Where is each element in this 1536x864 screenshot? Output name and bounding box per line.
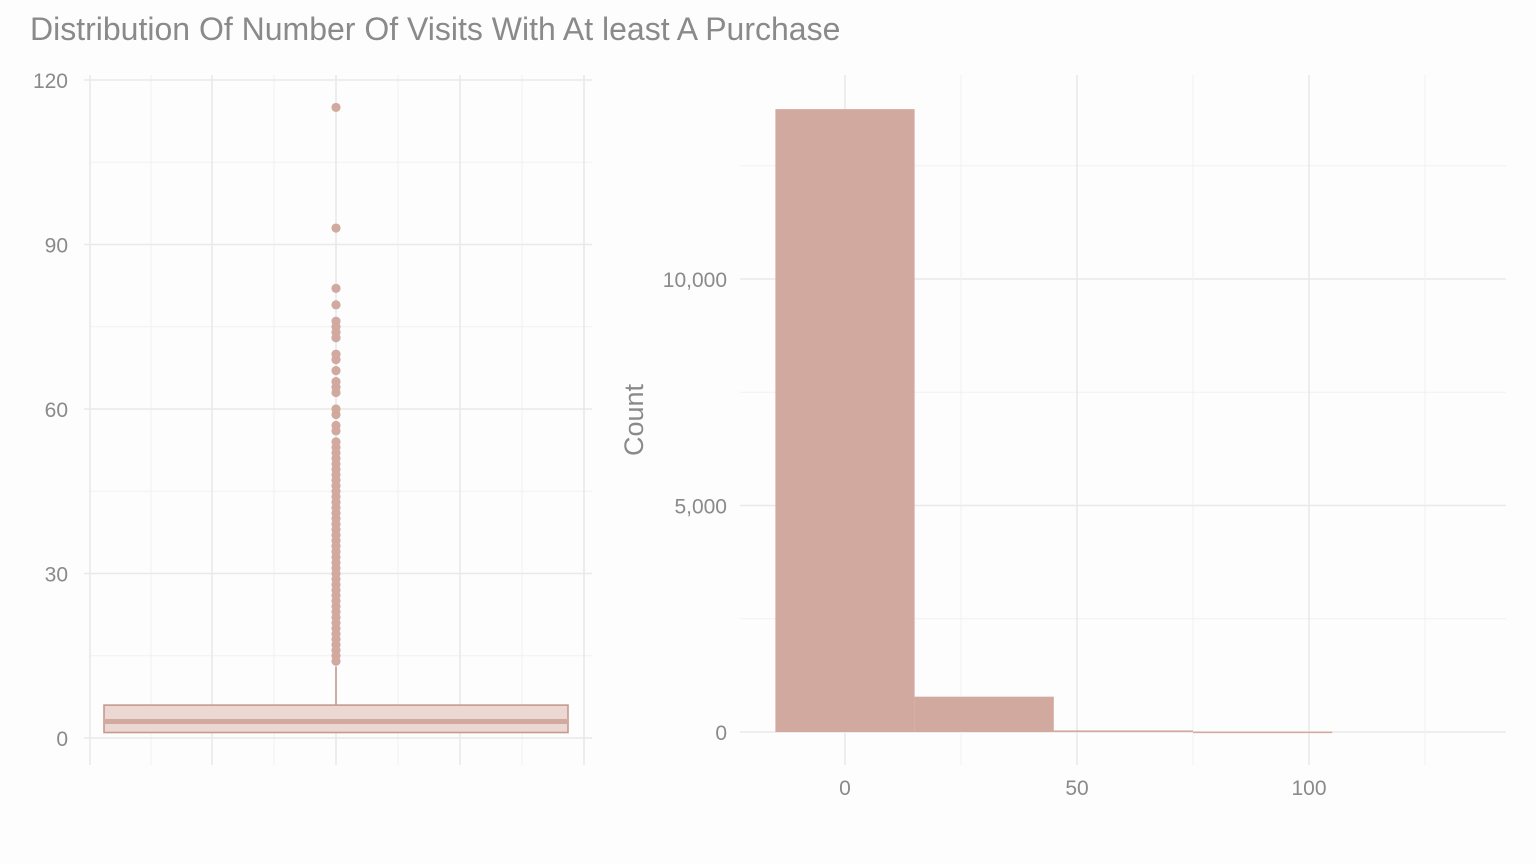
- boxplot-marks: [103, 102, 569, 734]
- boxplot-y-tick-labels: 0 30 60 90 120: [33, 70, 68, 751]
- boxplot-outlier-point: [331, 437, 341, 447]
- boxplot-outlier-point: [331, 366, 341, 376]
- boxplot-y-tick-label: 30: [45, 564, 68, 587]
- histogram-x-tick-label: 0: [839, 777, 851, 800]
- boxplot-y-tick-label: 120: [33, 70, 68, 93]
- boxplot-outlier-point: [331, 283, 341, 293]
- histogram-bar: [1053, 730, 1193, 732]
- boxplot-outlier-point: [331, 376, 341, 387]
- boxplot-outlier-point: [331, 420, 341, 431]
- chart-title: Distribution Of Number Of Visits With At…: [30, 11, 840, 47]
- boxplot-outlier-point: [331, 300, 341, 310]
- boxplot-y-tick-label: 0: [56, 728, 68, 751]
- histogram-y-tick-label: 5,000: [674, 496, 727, 519]
- boxplot-outlier-point: [331, 102, 341, 113]
- histogram-y-tick-labels: 0 5,000 10,000: [663, 269, 727, 745]
- histogram-y-axis-title: Count: [619, 383, 649, 456]
- histogram-panel: 0 5,000 10,000 0 50 100 Count: [619, 75, 1506, 800]
- histogram-bar: [1193, 731, 1333, 734]
- boxplot-outlier-point: [331, 223, 341, 233]
- boxplot-y-tick-label: 60: [45, 399, 68, 422]
- boxplot-outlier-point: [331, 316, 341, 326]
- histogram-y-tick-label: 10,000: [663, 269, 727, 292]
- boxplot-panel: 0 30 60 90 120: [33, 70, 592, 765]
- histogram-x-tick-labels: 0 50 100: [839, 777, 1326, 800]
- boxplot-outlier-point: [331, 404, 341, 414]
- histogram-x-tick-label: 100: [1291, 777, 1326, 800]
- boxplot-y-tick-label: 90: [45, 235, 68, 258]
- histogram-x-tick-label: 50: [1065, 777, 1088, 800]
- histogram-bar: [914, 696, 1054, 732]
- histogram-bars: [775, 109, 1333, 734]
- histogram-y-tick-label: 0: [715, 722, 727, 745]
- boxplot-outlier-point: [331, 349, 341, 359]
- histogram-bar: [775, 109, 915, 732]
- boxplot-gridlines: [84, 75, 592, 765]
- boxplot-box: [103, 704, 569, 734]
